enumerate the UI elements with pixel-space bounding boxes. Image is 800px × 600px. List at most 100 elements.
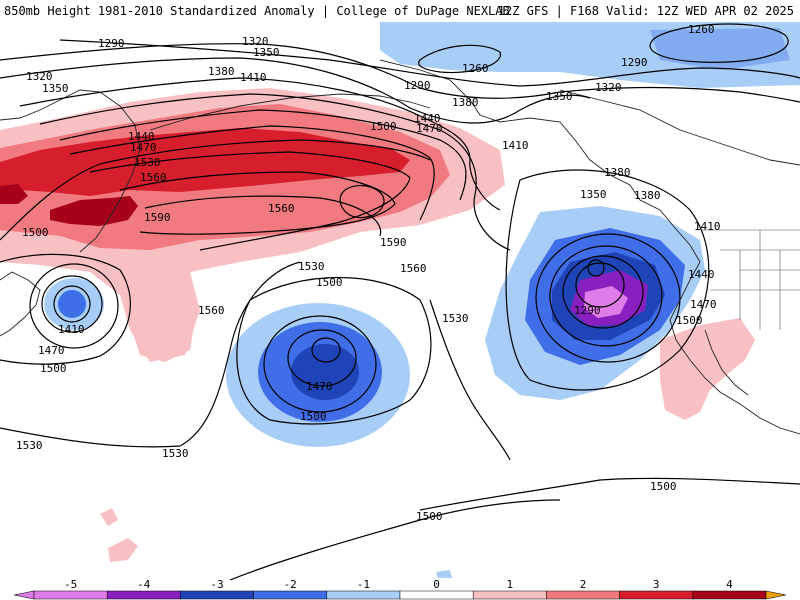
contour-label: 1530 xyxy=(134,156,161,169)
anomaly-neg-east-magenta xyxy=(584,286,628,318)
contour-label: 1530 xyxy=(16,439,43,452)
contour-label: 1530 xyxy=(442,312,469,325)
state-borders xyxy=(700,229,800,330)
contour-label: 1470 xyxy=(306,380,333,393)
contour-1350 xyxy=(0,57,591,124)
contour-label: 1530 xyxy=(162,447,189,460)
colorbar-segment xyxy=(692,590,767,600)
contour-label: 1350 xyxy=(546,90,573,103)
contour-east-3 xyxy=(562,255,644,329)
contour-label: 1440 xyxy=(688,268,715,281)
colorbar-segment xyxy=(472,590,547,600)
contour-label: 1500 xyxy=(676,314,703,327)
anomaly-neg-central-core xyxy=(291,344,359,400)
colorbar-tick-label: 2 xyxy=(580,578,587,591)
contour-label: 1350 xyxy=(253,46,280,59)
anomaly-neg-west-mid xyxy=(58,290,86,318)
contour-1260-n xyxy=(418,44,501,74)
contour-label: 1590 xyxy=(144,211,171,224)
contour-label: 1500 xyxy=(316,276,343,289)
contour-label: 1350 xyxy=(42,82,69,95)
contour-label: 1530 xyxy=(298,260,325,273)
contour-label: 1380 xyxy=(634,189,661,202)
contour-central-2 xyxy=(287,329,357,387)
contour-1410 xyxy=(39,93,511,251)
contour-label: 1410 xyxy=(240,71,267,84)
colorbar-tick-label: 1 xyxy=(506,578,513,591)
colorbar-tick-label: -4 xyxy=(137,578,151,591)
contour-label: 1320 xyxy=(242,35,269,48)
contour-1560-band xyxy=(119,171,396,235)
colorbar-tick-label: -5 xyxy=(64,578,77,591)
contour-label: 1410 xyxy=(502,139,529,152)
contour-label: 1290 xyxy=(98,37,125,50)
contour-1530-mid xyxy=(429,299,511,461)
coastline-baja xyxy=(704,329,749,396)
contour-label: 1260 xyxy=(688,23,715,36)
contour-1500-south-low xyxy=(419,477,800,511)
contour-west-low-outer xyxy=(0,253,131,365)
contour-east-5 xyxy=(535,233,681,363)
contour-label: 1500 xyxy=(300,410,327,423)
contour-label: 1380 xyxy=(604,166,631,179)
colorbar-tick-label: 0 xyxy=(433,578,440,591)
contour-1440 xyxy=(59,109,467,201)
contour-label: 1380 xyxy=(452,96,479,109)
contour-label: 1290 xyxy=(404,79,431,92)
anomaly-pos4-core xyxy=(50,196,138,226)
colorbar-extend-low xyxy=(13,590,35,600)
colorbar: -5-4-3-2-1012345 xyxy=(13,578,800,600)
contour-1470 xyxy=(69,125,435,221)
contour-label: 1470 xyxy=(416,122,443,135)
contour-1530-south xyxy=(0,261,301,448)
contour-east-1 xyxy=(587,259,605,277)
colorbar-segment xyxy=(106,590,181,600)
contour-label: 1560 xyxy=(400,262,427,275)
contour-label: 1590 xyxy=(380,236,407,249)
contour-west-low-1 xyxy=(53,285,91,323)
contour-label: 1560 xyxy=(268,202,295,215)
contour-label: 1560 xyxy=(140,171,167,184)
anomaly-pos-small-1 xyxy=(100,508,118,526)
anomaly-pos3-band xyxy=(0,128,410,196)
model-valid-time: 12Z GFS | F168 Valid: 12Z WED APR 02 202… xyxy=(497,4,794,18)
contour-label: 1380 xyxy=(208,65,235,78)
height-contours xyxy=(0,23,800,581)
contour-1290-n xyxy=(59,39,800,87)
contour-label: 1500 xyxy=(370,120,397,133)
contour-1260-ne xyxy=(649,23,789,63)
contour-west-low-2 xyxy=(41,275,103,333)
anomaly-pos-coast xyxy=(660,318,755,420)
colorbar-segment xyxy=(546,590,620,600)
contour-label: 1320 xyxy=(26,70,53,83)
anomaly-neg-small-south xyxy=(436,570,452,578)
contour-1500-bottom xyxy=(229,499,561,581)
contour-1530-band xyxy=(89,151,411,251)
contour-label: 1440 xyxy=(128,130,155,143)
contour-1320 xyxy=(0,43,800,103)
contour-label: 1470 xyxy=(130,141,157,154)
contour-label: 1320 xyxy=(595,81,622,94)
colorbar-segment xyxy=(180,590,254,600)
contour-label: 1410 xyxy=(694,220,721,233)
contour-label: 1350 xyxy=(580,188,607,201)
contour-label: 1500 xyxy=(416,510,443,523)
contour-label: 1500 xyxy=(40,362,67,375)
contour-label: 1440 xyxy=(414,112,441,125)
contour-1590 xyxy=(144,195,382,237)
contour-label: 1500 xyxy=(22,226,49,239)
contour-label: 1470 xyxy=(38,344,65,357)
contour-label: 1410 xyxy=(58,323,85,336)
contour-label-layer: 1260 1260 1290 1290 1290 1290 1320 1320 … xyxy=(16,23,721,523)
colorbar-tick-label: -1 xyxy=(357,578,370,591)
coastline-west-us xyxy=(669,261,800,435)
colorbar-tick-label: -3 xyxy=(210,578,223,591)
title-bar: 850mb Height 1981-2010 Standardized Anom… xyxy=(0,0,800,22)
contour-west-low-3 xyxy=(29,263,119,349)
colorbar-segment xyxy=(399,590,474,600)
contour-label: 1470 xyxy=(690,298,717,311)
colorbar-tick-label: 4 xyxy=(726,578,733,591)
anomaly-pos4-west xyxy=(0,184,28,204)
contour-label: 1290 xyxy=(621,56,648,69)
